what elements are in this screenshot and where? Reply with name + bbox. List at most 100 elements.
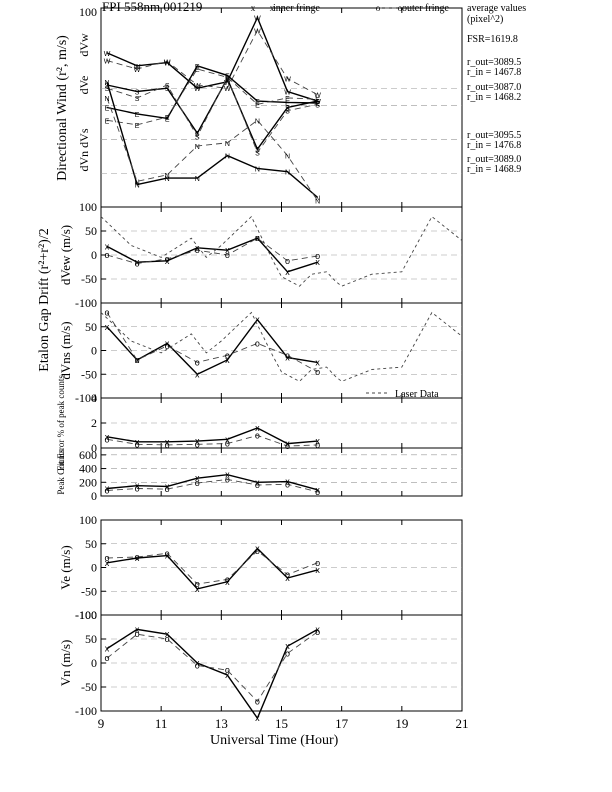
panel-frame: [100, 7, 463, 208]
data-point: x: [255, 233, 260, 243]
data-point: o: [315, 440, 320, 450]
series-line: [106, 15, 318, 102]
data-point: x: [165, 551, 170, 561]
data-point: x: [225, 670, 230, 680]
series-line: [106, 473, 318, 491]
data-point: x: [135, 481, 140, 491]
data-point: N: [195, 144, 200, 151]
data-point: x: [225, 470, 230, 480]
y-axis-label: Directional Wind (r², m/s): [55, 35, 70, 181]
data-point: x: [105, 558, 110, 568]
data-point: W: [254, 28, 261, 35]
legend-inner-marker: x: [270, 3, 275, 13]
data-point: N: [135, 179, 140, 186]
y-tick-label: -50: [81, 584, 97, 598]
data-point: x: [285, 573, 290, 583]
overlay: Directional Wind (r², m/s) dVw dVe dVn dVs E…: [37, 3, 469, 731]
y-tick-label: 0: [91, 489, 97, 503]
data-point: x: [195, 369, 200, 379]
data-point: o: [315, 558, 320, 568]
data-point: E: [285, 100, 290, 107]
data-point: o: [225, 350, 230, 360]
series-line: [106, 237, 318, 273]
data-point: o: [255, 338, 260, 348]
data-point: N: [285, 154, 290, 161]
avg-title-1: average values: [467, 3, 527, 14]
data-point: x: [285, 641, 290, 651]
series-line: [106, 550, 318, 585]
series: x x x x x x x x: [105, 470, 321, 495]
data-point: o: [285, 479, 290, 489]
data-point: o: [165, 484, 170, 494]
data-point: o: [225, 574, 230, 584]
data-point: x: [195, 436, 200, 446]
data-point: o: [285, 350, 290, 360]
data-point: N: [165, 173, 170, 180]
x-tick-label: 15: [275, 716, 288, 731]
data-point: o: [135, 259, 140, 269]
data-point: o: [315, 251, 320, 261]
r-out-4: r_out=3089.0: [467, 154, 522, 165]
y-tick-label: 2: [91, 416, 97, 430]
data-point: o: [315, 627, 320, 637]
series: [100, 215, 463, 287]
x-tick-label: 19: [395, 716, 408, 731]
y-tick-label: 0: [91, 561, 97, 575]
series-line: [106, 547, 318, 590]
data-point: E: [285, 96, 290, 103]
data-point: E: [135, 112, 140, 119]
data-point: o: [225, 665, 230, 675]
data-point: W: [254, 16, 261, 23]
series-line: [100, 215, 463, 287]
data-point: E: [315, 101, 320, 108]
data-point: x: [255, 713, 260, 723]
data-point: x: [135, 257, 140, 267]
series: o o o o o o o o: [105, 308, 321, 377]
data-point: E: [105, 118, 110, 125]
data-point: E: [195, 64, 200, 71]
data-point: W: [314, 99, 321, 106]
data-point: W: [284, 89, 291, 96]
data-point: x: [315, 624, 320, 634]
x-tick-label: 17: [335, 716, 349, 731]
series-line: [106, 68, 318, 126]
data-point: o: [135, 355, 140, 365]
y-tick-label: 50: [85, 632, 97, 646]
data-point: W: [104, 59, 111, 66]
data-point: o: [225, 475, 230, 485]
y-axis-label: Peak Counts: [56, 449, 66, 495]
series-line: [106, 631, 318, 703]
data-point: E: [165, 115, 170, 122]
legend-outer-marker: o: [398, 3, 403, 13]
data-point: N: [315, 195, 320, 202]
y-tick-label: -100: [75, 608, 97, 622]
data-point: S: [255, 147, 260, 154]
data-point: x: [315, 257, 320, 267]
data-point: o: [135, 483, 140, 493]
avg-title-2: (pixel^2): [467, 14, 504, 25]
data-point: W: [224, 86, 231, 93]
data-point: S: [255, 150, 260, 157]
y-axis-label: Fit Error % of peak counts: [56, 375, 66, 471]
data-point: x: [105, 432, 110, 442]
series-line: [106, 312, 318, 373]
data-point: W: [164, 61, 171, 68]
y-axis-label: dVns (m/s): [58, 321, 73, 379]
y-tick-label: 50: [85, 320, 97, 334]
data-point: x: [315, 436, 320, 446]
data-point: N: [225, 154, 230, 161]
series-line: [106, 76, 318, 154]
y-tick-label: 0: [91, 248, 97, 262]
data-point: x: [225, 245, 230, 255]
data-point: N: [165, 176, 170, 183]
data-point: E: [105, 106, 110, 113]
data-point: S: [165, 83, 170, 90]
data-point: W: [194, 86, 201, 93]
data-point: o: [165, 634, 170, 644]
